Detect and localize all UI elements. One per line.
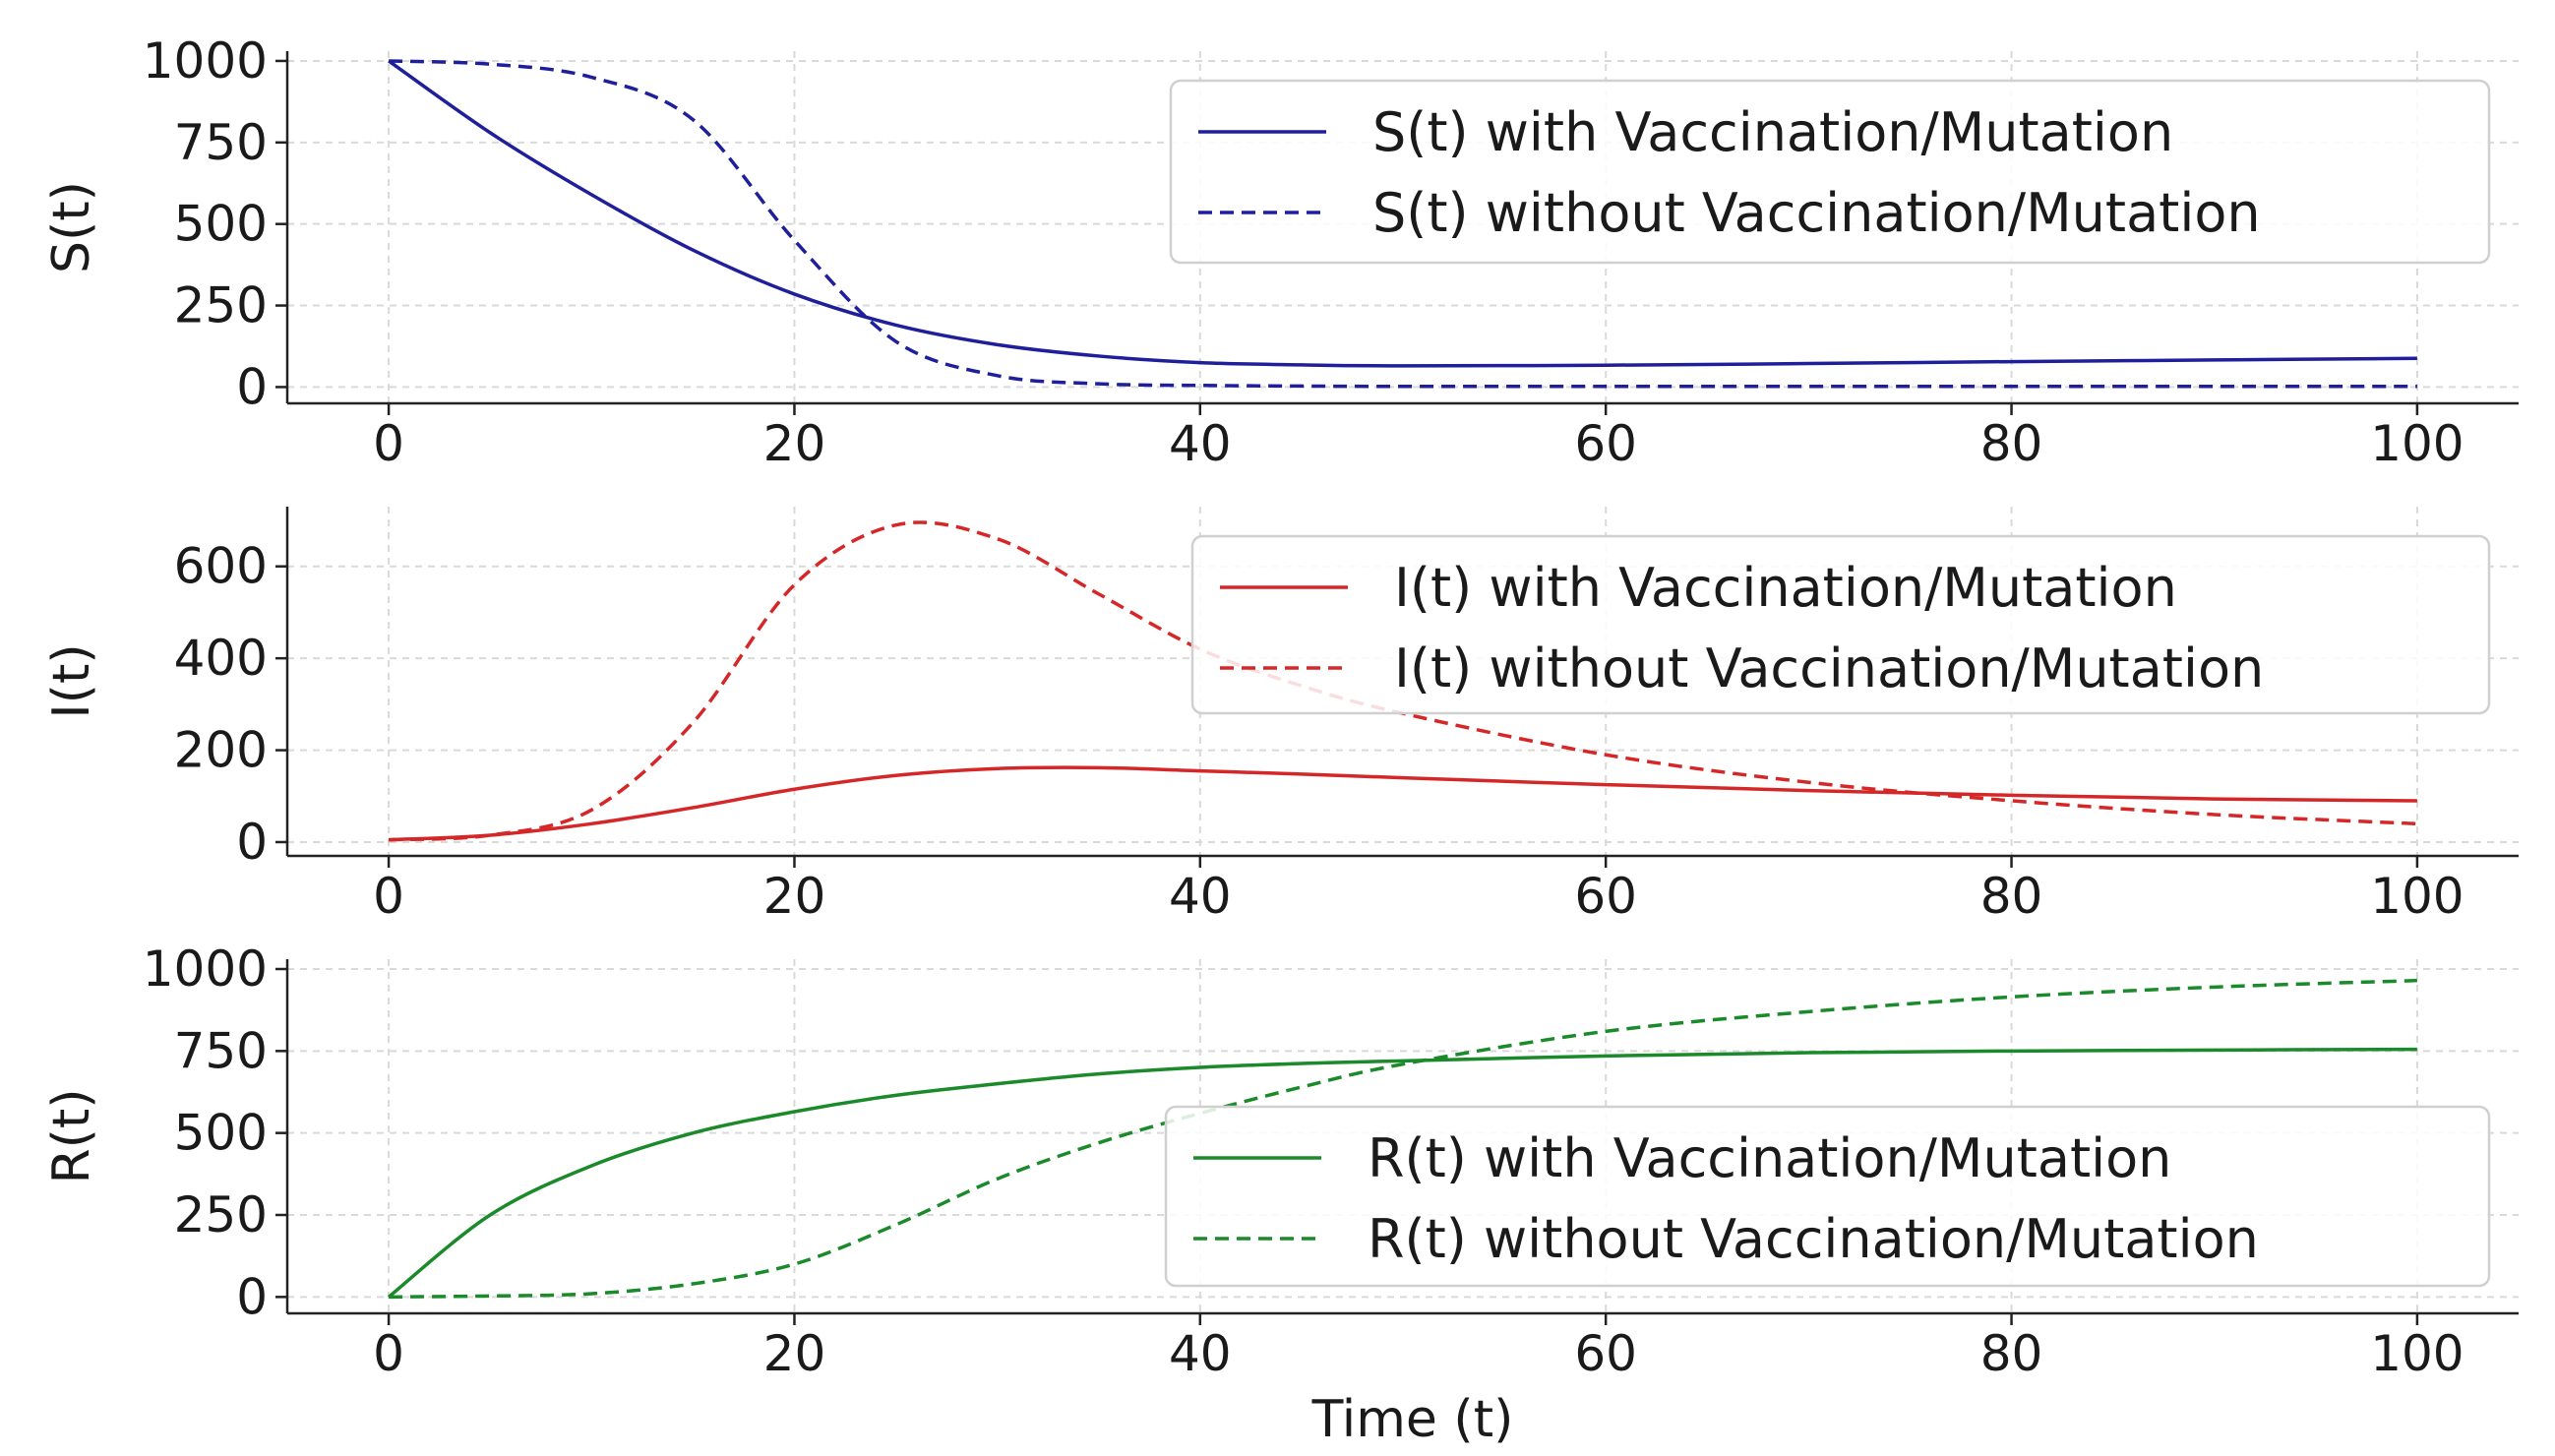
x-tick-label: 40 — [1169, 1325, 1232, 1382]
legend: S(t) with Vaccination/Mutation S(t) witho… — [1169, 79, 2491, 265]
legend-label: S(t) with Vaccination/Mutation — [1372, 101, 2173, 163]
x-tick-label: 0 — [373, 415, 404, 472]
panel-2: 0 20 40 60 80 100 0 200 400 600 I(t) I(t) with Vacc… — [42, 507, 2519, 925]
y-tick-label: 750 — [174, 114, 268, 171]
legend-label: R(t) without Vaccination/Mutation — [1368, 1208, 2259, 1270]
legend: I(t) with Vaccination/Mutation I(t) witho… — [1190, 534, 2491, 715]
x-tick-label: 0 — [373, 868, 404, 925]
y-axis-label: I(t) — [42, 643, 101, 718]
legend-box — [1169, 79, 2491, 265]
legend-label: I(t) without Vaccination/Mutation — [1394, 637, 2264, 699]
x-tick-label: 100 — [2370, 868, 2464, 925]
y-tick-label: 1000 — [143, 32, 268, 90]
x-tick-label: 80 — [1980, 1325, 2043, 1382]
y-axis-label: S(t) — [42, 181, 101, 273]
legend-label: S(t) without Vaccination/Mutation — [1372, 182, 2261, 244]
x-tick-label: 80 — [1980, 868, 2043, 925]
y-tick-label: 250 — [174, 1186, 268, 1244]
x-axis-label: Time (t) — [1311, 1390, 1514, 1449]
series-line-without — [389, 520, 2417, 842]
legend: R(t) with Vaccination/Mutation R(t) witho… — [1164, 1105, 2491, 1288]
y-tick-label: 400 — [174, 630, 268, 687]
legend-label: I(t) with Vaccination/Mutation — [1394, 557, 2177, 619]
x-tick-label: 100 — [2370, 1325, 2464, 1382]
y-tick-label: 500 — [174, 1105, 268, 1162]
legend-box — [1164, 1105, 2491, 1288]
y-tick-label: 250 — [174, 277, 268, 334]
x-tick-label: 100 — [2370, 415, 2464, 472]
y-tick-label: 750 — [174, 1022, 268, 1079]
x-tick-label: 20 — [763, 868, 826, 925]
x-tick-label: 60 — [1574, 1325, 1637, 1382]
x-tick-label: 60 — [1574, 868, 1637, 925]
y-tick-label: 0 — [236, 1268, 268, 1325]
series-line-with — [387, 1047, 2417, 1299]
y-tick-label: 0 — [236, 358, 268, 415]
x-tick-label: 60 — [1574, 415, 1637, 472]
y-tick-label: 0 — [236, 814, 268, 871]
series-line-with — [389, 765, 2417, 842]
series-line-without — [389, 59, 2417, 389]
y-tick-label: 500 — [174, 196, 268, 253]
y-axis-label: R(t) — [42, 1088, 101, 1183]
x-tick-label: 20 — [763, 415, 826, 472]
x-tick-label: 40 — [1169, 868, 1232, 925]
x-tick-label: 80 — [1980, 415, 2043, 472]
legend-label: R(t) with Vaccination/Mutation — [1368, 1127, 2171, 1189]
y-tick-label: 200 — [174, 722, 268, 779]
x-tick-label: 20 — [763, 1325, 826, 1382]
series-line-without — [389, 978, 2417, 1300]
y-tick-label: 1000 — [143, 940, 268, 998]
series-line-with — [388, 59, 2417, 368]
x-tick-label: 40 — [1169, 415, 1232, 472]
y-tick-label: 600 — [174, 538, 268, 595]
x-tick-label: 0 — [373, 1325, 404, 1382]
legend-box — [1190, 534, 2491, 715]
